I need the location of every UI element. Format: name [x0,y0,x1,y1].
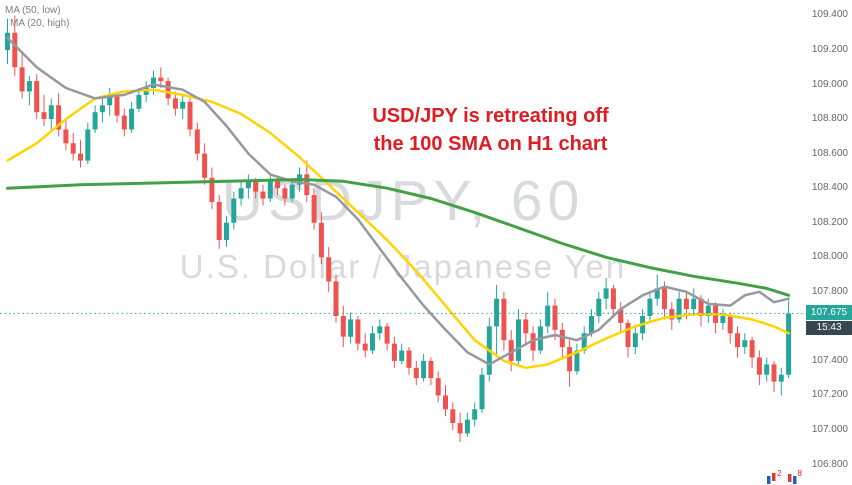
price-tick-label: 107.400 [811,354,848,366]
mini-chart-icon-1[interactable]: 2 [766,469,782,485]
price-tick-label: 108.600 [811,147,848,159]
price-tick-label: 109.200 [811,44,848,55]
price-tick-label: 107.000 [811,424,848,435]
badge-count-2: 8 [797,469,802,478]
corner-badges: 2 8 [766,469,802,485]
price-tick-label: 108.200 [811,216,848,228]
price-tick-label: 109.400 [811,9,848,21]
current-price-badge: 107.675 [806,305,852,321]
annotation-line-2: the 100 SMA on H1 chart [373,133,608,155]
annotation-text: USD/JPY is retreating off the 100 SMA on… [318,102,663,158]
price-tick-label: 109.000 [811,78,848,90]
price-tick-label: 107.200 [811,389,848,401]
mini-candles-icon [767,473,776,484]
indicator-legend: MA (50, low) MA (20, high) [5,4,69,30]
mini-candles-icon [787,474,797,484]
mini-chart-icon-2[interactable]: 8 [787,469,802,485]
annotation-line-1: USD/JPY is retreating off [372,105,609,127]
ma50-label[interactable]: MA (50, low) [5,5,61,16]
bar-countdown-badge: 15:43 [806,321,852,336]
price-tick-label: 108.000 [811,251,848,263]
ma20-label[interactable]: MA (20, high) [10,18,70,29]
price-tick-label: 108.400 [811,182,848,194]
price-tick-label: 107.800 [811,285,848,297]
price-tick-label: 108.800 [811,113,848,125]
price-axis[interactable]: 106.800107.000107.200107.400107.600107.8… [806,0,852,485]
badge-count-1: 2 [777,469,782,478]
price-tick-label: 106.800 [811,458,848,470]
